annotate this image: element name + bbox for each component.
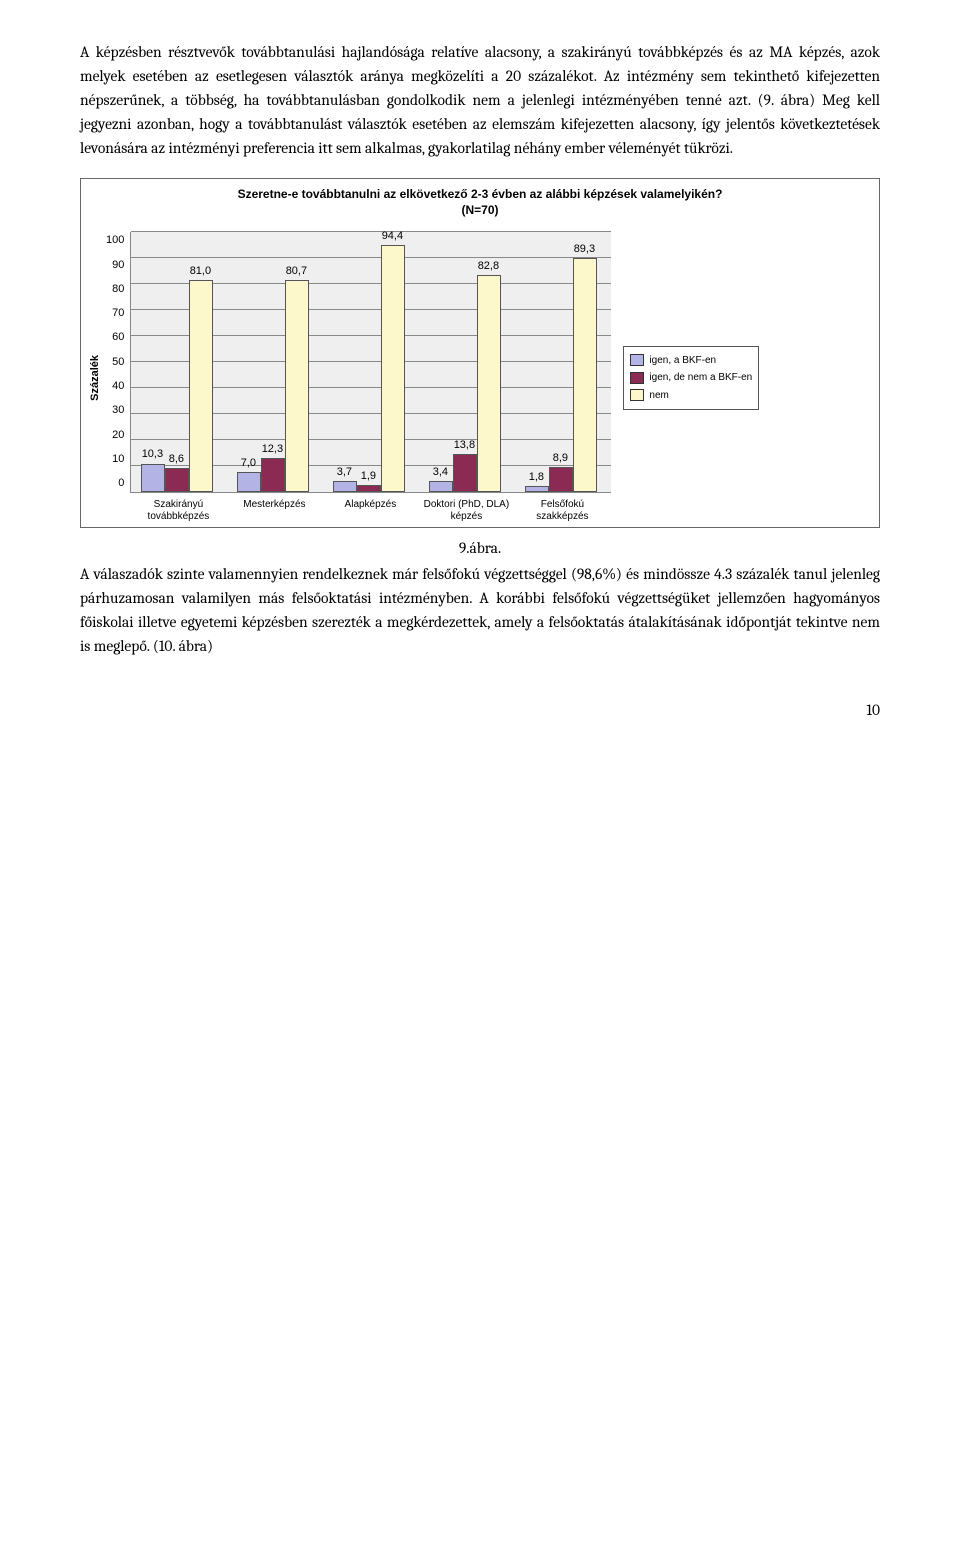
bar xyxy=(477,275,501,492)
y-tick-label: 80 xyxy=(106,281,124,298)
x-category-label: Mesterképzés xyxy=(226,499,322,523)
bar-value-label: 94,4 xyxy=(377,228,407,245)
y-tick-label: 0 xyxy=(106,475,124,492)
legend-item: igen, a BKF-en xyxy=(630,353,752,369)
bar-value-label: 3,4 xyxy=(425,464,455,481)
bar xyxy=(237,472,261,492)
body-paragraph: A válaszadók szinte valamennyien rendelk… xyxy=(80,562,880,658)
bar-value-label: 1,9 xyxy=(353,468,383,485)
bar xyxy=(357,485,381,492)
bar xyxy=(285,280,309,492)
bar xyxy=(525,486,549,493)
gridline xyxy=(131,257,611,258)
chart-legend: igen, a BKF-enigen, de nem a BKF-en nem xyxy=(623,346,759,411)
chart-title: Szeretne-e továbbtanulni az elkövetkező … xyxy=(85,187,875,218)
x-category-label: Doktori (PhD, DLA) képzés xyxy=(418,499,514,523)
bar-value-label: 13,8 xyxy=(449,437,479,454)
y-tick-label: 50 xyxy=(106,354,124,371)
bar-value-label: 80,7 xyxy=(281,263,311,280)
y-tick-label: 60 xyxy=(106,329,124,346)
bar-value-label: 8,6 xyxy=(161,451,191,468)
legend-item: nem xyxy=(630,388,752,404)
bar xyxy=(165,468,189,492)
bar-value-label: 81,0 xyxy=(185,263,215,280)
y-axis-ticks: 0 10 20 30 40 50 60 70 80 90 100 xyxy=(106,232,130,492)
bar-value-label: 12,3 xyxy=(257,441,287,458)
x-axis: Szakirányú továbbképzésMesterképzésAlapk… xyxy=(130,493,610,523)
x-category-label: Alapképzés xyxy=(322,499,418,523)
chart-title-line2: (N=70) xyxy=(461,203,498,217)
y-tick-label: 10 xyxy=(106,451,124,468)
x-category-label: Felsőfokú szakképzés xyxy=(514,499,610,523)
legend-label: nem xyxy=(649,388,668,404)
legend-swatch xyxy=(630,354,644,366)
page-number: 10 xyxy=(80,698,880,722)
figure-caption: 9.ábra. xyxy=(80,536,880,560)
y-tick-label: 40 xyxy=(106,378,124,395)
legend-swatch xyxy=(630,389,644,401)
legend-swatch xyxy=(630,372,644,384)
legend-label: igen, de nem a BKF-en xyxy=(649,370,752,386)
bar-value-label: 89,3 xyxy=(569,241,599,258)
legend-item: igen, de nem a BKF-en xyxy=(630,370,752,386)
chart-title-line1: Szeretne-e továbbtanulni az elkövetkező … xyxy=(238,187,723,201)
bar xyxy=(189,280,213,493)
bar xyxy=(453,454,477,492)
bar-value-label: 1,8 xyxy=(521,469,551,486)
chart-plot-area: 10,38,681,07,012,380,73,71,994,43,413,88… xyxy=(130,232,611,493)
bar xyxy=(573,258,597,492)
body-paragraph: A képzésben résztvevők továbbtanulási ha… xyxy=(80,40,880,160)
x-category-label: Szakirányú továbbképzés xyxy=(130,499,226,523)
bar xyxy=(261,458,285,492)
bar xyxy=(429,481,453,492)
y-tick-label: 100 xyxy=(106,232,124,249)
chart-9: Szeretne-e továbbtanulni az elkövetkező … xyxy=(80,178,880,528)
legend-label: igen, a BKF-en xyxy=(649,353,716,369)
y-tick-label: 90 xyxy=(106,257,124,274)
y-tick-label: 20 xyxy=(106,427,124,444)
bar-value-label: 82,8 xyxy=(473,258,503,275)
bar xyxy=(381,245,405,492)
gridline xyxy=(131,231,611,232)
y-axis-label: Százalék xyxy=(85,355,106,401)
bar-value-label: 8,9 xyxy=(545,450,575,467)
y-tick-label: 70 xyxy=(106,305,124,322)
y-tick-label: 30 xyxy=(106,402,124,419)
bar xyxy=(549,467,573,492)
